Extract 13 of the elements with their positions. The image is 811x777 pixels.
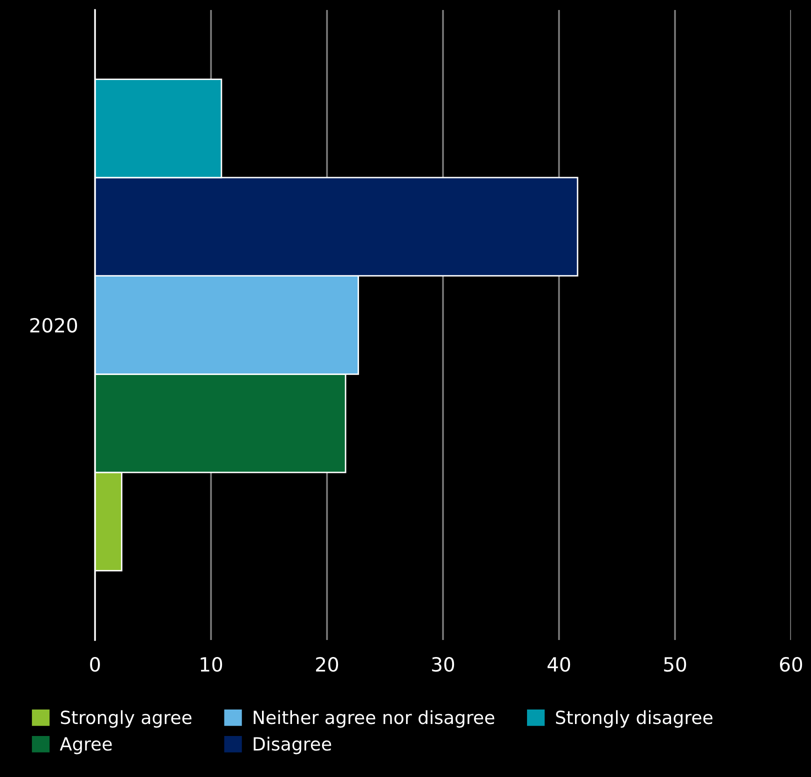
legend-label: Agree (60, 737, 112, 754)
legend-label: Disagree (254, 736, 332, 754)
legend-label: Strongly disagree (556, 710, 712, 728)
legend-label: Neither agree nor disagree (254, 710, 494, 728)
x-tick-label: 20 (316, 657, 338, 672)
x-tick-label: 10 (200, 657, 222, 672)
y-tick-label: 2020 (30, 318, 78, 333)
x-tick-label: 30 (432, 657, 454, 672)
legend-label: Strongly agree (60, 710, 192, 728)
x-tick-label: 40 (548, 657, 570, 672)
x-tick-label: 0 (90, 657, 100, 672)
x-tick-label: 60 (780, 657, 802, 672)
x-tick-label: 50 (664, 657, 686, 672)
